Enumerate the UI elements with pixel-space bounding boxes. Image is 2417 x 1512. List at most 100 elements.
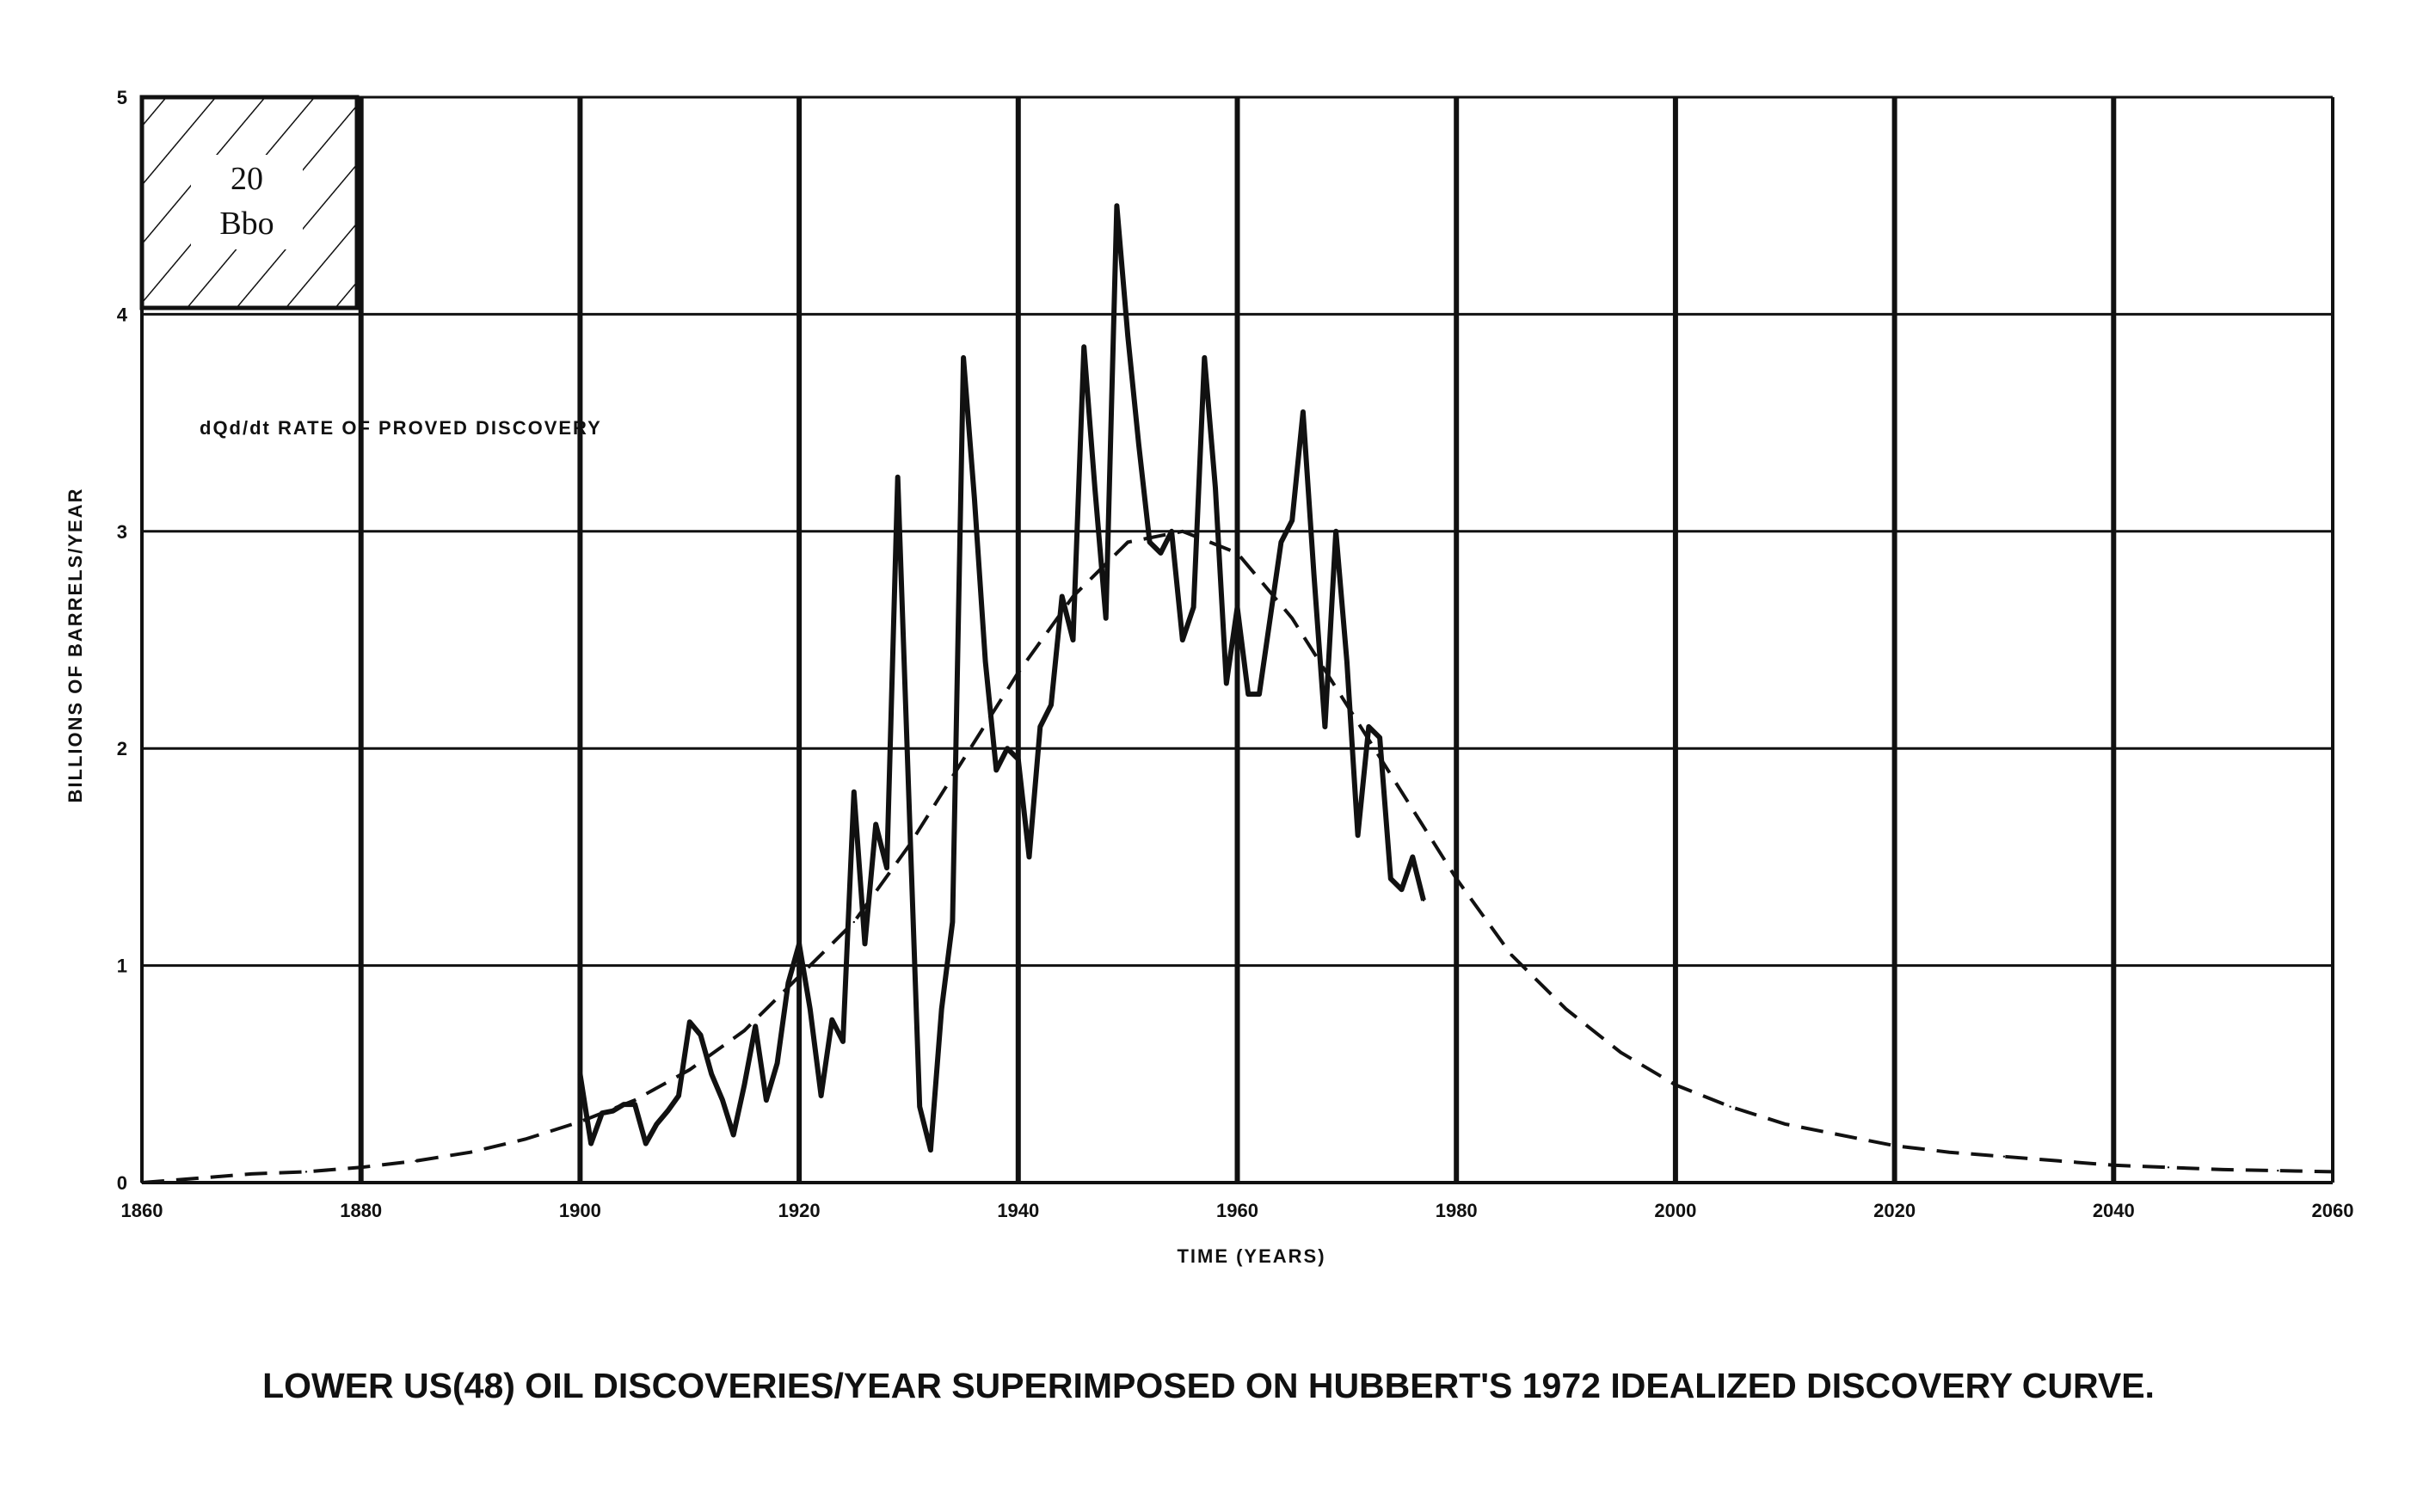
scale-box-label-top: 20 [231, 161, 263, 197]
discovery-point-1907 [655, 1122, 658, 1126]
discovery-point-1936 [973, 497, 976, 501]
discovery-point-1926 [864, 943, 866, 945]
discovery-point-1963 [1269, 617, 1271, 619]
curve-point-1935 [962, 758, 965, 760]
chart-grid [140, 95, 2334, 1184]
discovery-point-1933 [940, 1007, 943, 1011]
discovery-point-1962 [1258, 692, 1261, 696]
discovery-point-1925 [852, 790, 855, 793]
discovery-point-1949 [1116, 205, 1118, 207]
curve-point-1865 [195, 1177, 198, 1180]
discovery-point-1905 [633, 1103, 637, 1106]
curve-point-1915 [743, 1030, 746, 1032]
discovery-point-1934 [951, 920, 954, 924]
discovery-point-1977 [1422, 899, 1425, 902]
discovery-point-1932 [929, 1148, 932, 1152]
discovery-point-1970 [1345, 661, 1349, 663]
discovery-point-1958 [1214, 487, 1217, 489]
discovery-point-1922 [820, 1094, 822, 1097]
scale-box-20-bbo: 20 Bbo [139, 95, 360, 310]
discovery-point-1906 [644, 1142, 647, 1145]
discovery-point-1946 [1083, 346, 1085, 348]
curve-point-2010 [1784, 1122, 1787, 1126]
curve-point-1975 [1400, 790, 1403, 793]
discovery-point-1914 [732, 1134, 735, 1136]
y-tick-label-5: 5 [117, 87, 127, 108]
x-tick-label-2020: 2020 [1873, 1200, 1916, 1221]
x-tick-label-1880: 1880 [340, 1200, 382, 1221]
curve-point-1870 [250, 1172, 253, 1176]
discovery-point-1968 [1324, 725, 1326, 728]
y-tick-labels: 0 1 2 3 4 5 [117, 87, 128, 1194]
discovery-point-1954 [1170, 530, 1173, 532]
curve-point-1900 [579, 1121, 581, 1123]
discovery-point-1947 [1093, 487, 1097, 489]
y-tick-label-1: 1 [117, 956, 127, 977]
discovery-point-1916 [754, 1025, 757, 1028]
discovery-point-1923 [831, 1018, 833, 1021]
scale-box-label-bottom: Bbo [219, 206, 274, 242]
discovery-point-1931 [919, 1105, 921, 1108]
curve-point-1895 [524, 1138, 526, 1140]
curve-point-2035 [2057, 1159, 2060, 1163]
curve-point-2020 [1893, 1144, 1896, 1147]
discovery-point-1952 [1148, 541, 1151, 544]
discovery-point-1930 [907, 790, 910, 793]
curve-point-2060 [2331, 1171, 2334, 1173]
discovery-point-1945 [1072, 638, 1074, 642]
curve-point-1860 [140, 1181, 144, 1184]
curve-point-2005 [1729, 1105, 1731, 1108]
curve-point-1985 [1510, 953, 1513, 956]
y-axis-title: BILLIONS OF BARRELS/YEAR [65, 487, 86, 802]
y-tick-label-0: 0 [117, 1172, 127, 1194]
discovery-point-1943 [1049, 704, 1053, 706]
x-tick-label-2060: 2060 [2312, 1200, 2354, 1221]
curve-point-1905 [633, 1098, 637, 1102]
curve-point-2045 [2167, 1166, 2170, 1169]
discovery-point-1924 [841, 1040, 845, 1043]
discovery-point-1917 [765, 1098, 768, 1102]
x-tick-label-1980: 1980 [1436, 1200, 1478, 1221]
curve-point-1890 [469, 1151, 472, 1153]
discovery-point-1920 [797, 943, 801, 945]
discovery-point-1900 [579, 1073, 581, 1076]
discovery-point-1973 [1378, 736, 1381, 739]
y-tick-label-4: 4 [117, 304, 128, 325]
series-layer [140, 203, 2334, 1184]
discovery-point-1967 [1313, 574, 1315, 576]
discovery-point-1927 [875, 823, 877, 826]
discovery-point-1940 [1017, 758, 1020, 760]
x-tick-labels: 1860 1880 1900 1920 1940 1960 1980 2000 2020 2040… [121, 1200, 2354, 1221]
discovery-point-1912 [710, 1073, 713, 1076]
discovery-point-1955 [1181, 638, 1184, 642]
curve-point-1910 [688, 1068, 691, 1072]
discovery-point-1957 [1203, 356, 1206, 360]
curve-point-1880 [360, 1166, 362, 1169]
curve-point-2025 [1948, 1151, 1951, 1153]
discovery-point-1937 [984, 661, 987, 663]
x-tick-label-1920: 1920 [778, 1200, 821, 1221]
discovery-point-1913 [721, 1098, 724, 1102]
discovery-point-1965 [1291, 519, 1294, 522]
discovery-point-1929 [896, 476, 899, 478]
curve-point-2030 [2002, 1155, 2006, 1158]
x-axis-title: TIME (YEARS) [1177, 1245, 1325, 1267]
x-tick-label-1860: 1860 [121, 1200, 163, 1221]
discovery-point-1938 [995, 769, 998, 771]
curve-point-1955 [1181, 530, 1184, 532]
curve-point-1885 [415, 1159, 417, 1163]
figure-caption: LOWER US(48) OIL DISCOVERIES/YEAR SUPERI… [262, 1366, 2155, 1405]
curve-point-1945 [1072, 595, 1074, 598]
curve-point-1920 [797, 975, 801, 978]
discovery-point-1942 [1039, 725, 1042, 728]
discovery-point-1911 [699, 1034, 702, 1036]
curve-point-1930 [907, 845, 910, 847]
rate-annotation: dQd/dt RATE OF PROVED DISCOVERY [200, 417, 602, 439]
curve-point-1875 [304, 1171, 308, 1173]
discovery-point-1972 [1368, 725, 1370, 728]
discovery-point-1956 [1192, 605, 1195, 609]
discovery-point-1903 [612, 1109, 614, 1112]
curve-point-2000 [1674, 1084, 1677, 1086]
x-tick-label-2000: 2000 [1654, 1200, 1696, 1221]
discovery-point-1974 [1389, 877, 1393, 880]
